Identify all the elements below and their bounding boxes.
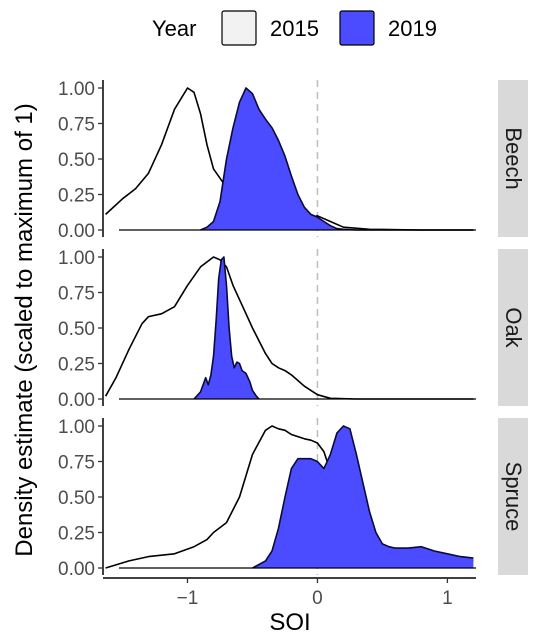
x-tick-label: −1 bbox=[177, 588, 199, 609]
density-line-2019 bbox=[193, 256, 260, 400]
y-tick-label: 0.50 bbox=[58, 319, 95, 340]
legend-key-2015 bbox=[221, 10, 257, 46]
y-tick-label: 0.75 bbox=[58, 284, 95, 305]
facet-spruce: 0.00 0.25 0.50 0.75 1.00 Spruce bbox=[58, 417, 528, 580]
y-tick-label: 0.00 bbox=[58, 221, 95, 242]
x-tick-label: 1 bbox=[442, 588, 453, 609]
y-tick-label: 1.00 bbox=[58, 248, 95, 269]
y-tick-label: 0.50 bbox=[58, 488, 95, 509]
density-area-2015 bbox=[106, 257, 474, 399]
legend-title: Year bbox=[152, 16, 196, 41]
facet-strip-label: Spruce bbox=[501, 462, 526, 532]
y-tick-label: 1.00 bbox=[58, 79, 95, 100]
x-axis-title: SOI bbox=[269, 609, 310, 636]
x-axis: −1 0 1 bbox=[103, 577, 476, 609]
facet-beech: 0.00 0.25 0.50 0.75 1.00 Beech bbox=[58, 79, 528, 242]
facet-panels: 0.00 0.25 0.50 0.75 1.00 Beech 0.00 0.25 0.50 0.7… bbox=[58, 79, 528, 580]
facet-strip-label: Beech bbox=[501, 127, 526, 189]
y-tick-label: 0.25 bbox=[58, 186, 95, 207]
legend-label-2015: 2015 bbox=[270, 16, 319, 41]
legend-label-2019: 2019 bbox=[388, 16, 437, 41]
facet-oak: 0.00 0.25 0.50 0.75 1.00 Oak bbox=[58, 248, 528, 411]
density-area-2019 bbox=[194, 257, 259, 399]
density-line-2019 bbox=[252, 425, 474, 569]
facet-strip bbox=[498, 80, 528, 237]
legend-key-2019 bbox=[339, 10, 375, 46]
y-tick-label: 0.25 bbox=[58, 524, 95, 545]
density-line-2019 bbox=[200, 87, 474, 231]
y-tick-label: 0.00 bbox=[58, 390, 95, 411]
facet-strip bbox=[498, 418, 528, 575]
density-area-2019 bbox=[200, 88, 474, 230]
y-tick-label: 0.25 bbox=[58, 355, 95, 376]
x-tick-label: 0 bbox=[312, 588, 323, 609]
y-tick-label: 0.75 bbox=[58, 115, 95, 136]
y-tick-label: 0.50 bbox=[58, 150, 95, 171]
y-tick-label: 0.00 bbox=[58, 559, 95, 580]
y-tick-label: 0.75 bbox=[58, 453, 95, 474]
facet-strip-label: Oak bbox=[501, 307, 526, 348]
legend: Year 2015 2019 bbox=[152, 10, 437, 46]
y-tick-label: 1.00 bbox=[58, 417, 95, 438]
density-line-2015 bbox=[104, 256, 474, 400]
facet-strip bbox=[498, 249, 528, 406]
density-area-2019 bbox=[252, 426, 474, 568]
y-axis-title: Density estimate (scaled to maximum of 1… bbox=[11, 103, 38, 556]
